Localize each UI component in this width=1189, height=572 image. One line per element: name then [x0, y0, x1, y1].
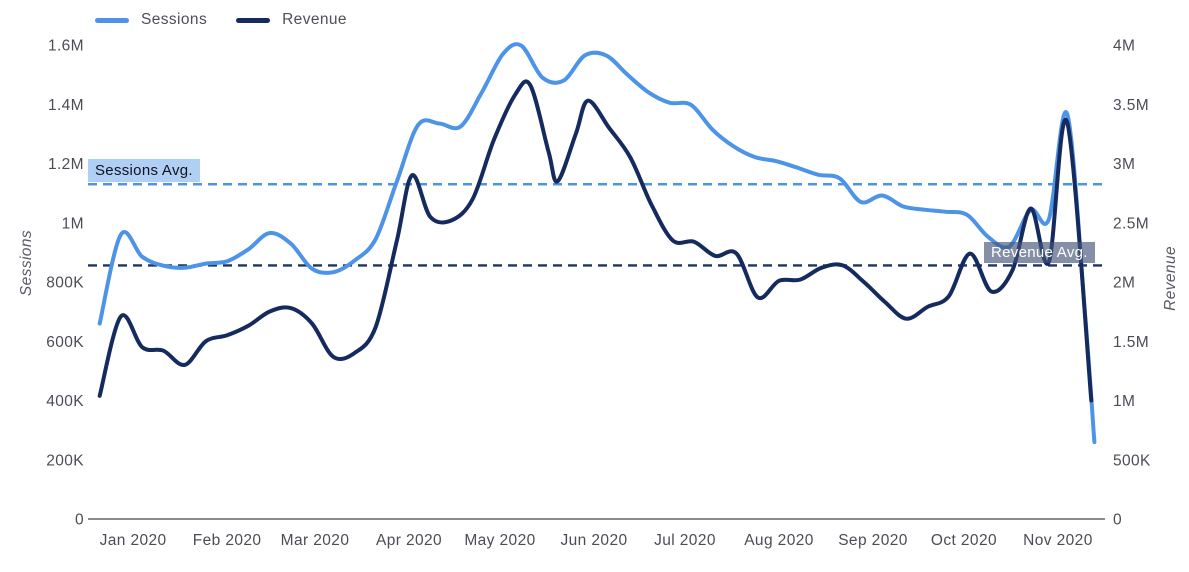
x-tick-label: Nov 2020 [1023, 532, 1093, 549]
legend: Sessions Revenue [95, 11, 347, 29]
y-right-tick-label: 2.5M [1113, 215, 1149, 232]
y-left-tick-label: 800K [46, 275, 84, 292]
sessions-legend-label: Sessions [141, 11, 208, 28]
sessions-avg-label: Sessions Avg. [88, 159, 200, 182]
y-left-tick-label: 1.2M [48, 156, 84, 173]
sessions-series-line [97, 42, 1097, 444]
y-left-tick-label: 600K [46, 334, 84, 351]
x-tick-label: Sep 2020 [838, 532, 908, 549]
y-right-tick-label: 1M [1113, 393, 1135, 410]
x-tick-label: Jun 2020 [561, 532, 628, 549]
y-right-tick-label: 3.5M [1113, 97, 1149, 114]
y-right-tick-label: 3M [1113, 156, 1135, 173]
y-right-tick-label: 4M [1113, 38, 1135, 55]
y-axis-title-sessions: Sessions [18, 230, 35, 297]
x-tick-label: Aug 2020 [744, 532, 814, 549]
y-left-tick-label: 0 [75, 512, 84, 529]
revenue-legend-label: Revenue [282, 11, 347, 28]
x-tick-label: Feb 2020 [193, 532, 262, 549]
y-left-tick-label: 1.4M [48, 97, 84, 114]
revenue-legend-swatch [236, 17, 271, 23]
revenue-series-line [97, 79, 1094, 403]
sessions-legend-swatch [95, 17, 129, 23]
x-tick-label: Mar 2020 [281, 532, 350, 549]
revenue-avg-label: Revenue Avg. [984, 242, 1095, 263]
y-left-tick-label: 400K [46, 393, 84, 410]
y-right-tick-label: 0 [1113, 512, 1122, 529]
y-right-tick-label: 500K [1113, 452, 1151, 469]
y-left-tick-label: 200K [46, 452, 84, 469]
y-left-tick-label: 1M [62, 215, 84, 232]
x-tick-label: Jul 2020 [654, 532, 716, 549]
x-tick-label: Apr 2020 [376, 532, 442, 549]
y-left-tick-label: 1.6M [48, 38, 84, 55]
x-tick-label: Oct 2020 [931, 532, 997, 549]
y-right-tick-label: 2M [1113, 275, 1135, 292]
y-axis-title-revenue: Revenue [1162, 246, 1179, 311]
x-tick-label: May 2020 [464, 532, 535, 549]
legend-item-sessions[interactable]: Sessions [95, 11, 207, 29]
legend-item-revenue[interactable]: Revenue [236, 11, 347, 29]
y-right-tick-label: 1.5M [1113, 334, 1149, 351]
x-tick-label: Jan 2020 [100, 532, 167, 549]
